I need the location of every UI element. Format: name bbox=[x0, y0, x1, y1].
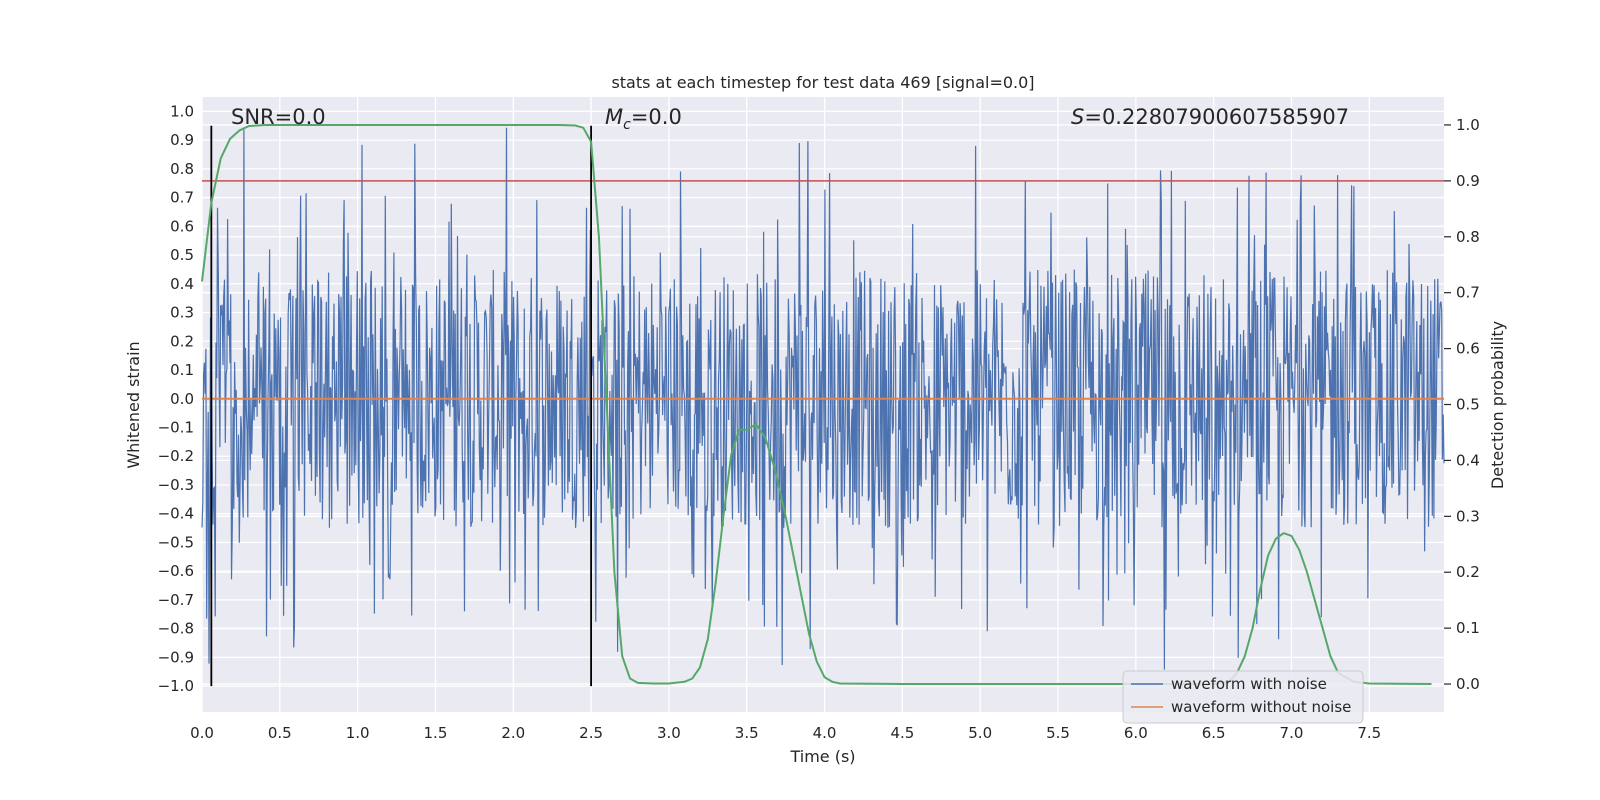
y-tick-label-3: −0.7 bbox=[158, 591, 194, 609]
annotation-mc-symbol: M bbox=[605, 105, 623, 129]
annotation-s: S=0.22807900607585907 bbox=[1071, 105, 1349, 129]
annotation-s-symbol: S bbox=[1071, 105, 1084, 129]
x-tick-label-10: 5.0 bbox=[968, 724, 992, 742]
annotation-snr: SNR=0.0 bbox=[231, 105, 326, 129]
y-tick-label-14: 0.4 bbox=[170, 275, 194, 293]
y-tick-label-4: −0.6 bbox=[158, 562, 194, 580]
annotation-mc-subscript: c bbox=[623, 117, 631, 133]
detection-probability-line bbox=[201, 124, 1432, 685]
y2-tick-label-9: 0.9 bbox=[1456, 172, 1480, 190]
y2-tick-label-8: 0.8 bbox=[1456, 228, 1480, 246]
y-tick-label-17: 0.7 bbox=[170, 189, 194, 207]
x-tick-label-7: 3.5 bbox=[735, 724, 759, 742]
chart-title: stats at each timestep for test data 469… bbox=[611, 73, 1034, 92]
series-waveform-with-noise bbox=[201, 127, 1445, 670]
x-tick-label-15: 7.5 bbox=[1357, 724, 1381, 742]
y-axis-label: Whitened strain bbox=[124, 341, 143, 468]
y-tick-label-10: 0.0 bbox=[170, 390, 194, 408]
x-tick-label-1: 0.5 bbox=[268, 724, 292, 742]
y2-tick-label-7: 0.7 bbox=[1456, 284, 1480, 302]
y-tick-label-11: 0.1 bbox=[170, 361, 194, 379]
x-tick-label-4: 2.0 bbox=[501, 724, 525, 742]
x-tick-label-13: 6.5 bbox=[1202, 724, 1226, 742]
y-tick-label-16: 0.6 bbox=[170, 217, 194, 235]
y-tick-label-12: 0.2 bbox=[170, 332, 194, 350]
legend-label-waveform-with-noise: waveform with noise bbox=[1171, 675, 1327, 693]
x-tick-label-12: 6.0 bbox=[1124, 724, 1148, 742]
legend-box bbox=[1122, 670, 1364, 724]
annotation-mc-value: =0.0 bbox=[631, 105, 682, 129]
x-tick-label-8: 4.0 bbox=[813, 724, 837, 742]
y2-axis-label: Detection probability bbox=[1488, 321, 1507, 489]
y-tick-label-20: 1.0 bbox=[170, 102, 194, 120]
y-tick-label-15: 0.5 bbox=[170, 246, 194, 264]
y-tick-label-2: −0.8 bbox=[158, 620, 194, 638]
annotation-mc: Mc=0.0 bbox=[605, 105, 682, 133]
y2-tick-label-10: 1.0 bbox=[1456, 116, 1480, 134]
y-tick-label-13: 0.3 bbox=[170, 304, 194, 322]
y2-tick-label-3: 0.3 bbox=[1456, 507, 1480, 525]
x-tick-label-2: 1.0 bbox=[346, 724, 370, 742]
y-tick-label-19: 0.9 bbox=[170, 131, 194, 149]
y-tick-label-5: −0.5 bbox=[158, 533, 194, 551]
waveform-with-noise-line bbox=[201, 127, 1445, 670]
y2-tick-label-4: 0.4 bbox=[1456, 451, 1480, 469]
y2-tick-label-6: 0.6 bbox=[1456, 340, 1480, 358]
annotation-snr-value: 0.0 bbox=[292, 105, 325, 129]
x-tick-label-5: 2.5 bbox=[579, 724, 603, 742]
x-tick-label-0: 0.0 bbox=[190, 724, 214, 742]
legend: waveform with noise waveform without noi… bbox=[1122, 670, 1364, 724]
axis-ticks: 0.0 0.5 1.0 1.5 2.0 2.5 3.0 3.5 4.0 4.5 5.0 5.5 6.0 6… bbox=[158, 102, 1480, 742]
x-axis-label: Time (s) bbox=[789, 747, 855, 766]
y2-tick-label-1: 0.1 bbox=[1456, 619, 1480, 637]
overlay-lines bbox=[201, 124, 1444, 687]
y-tick-label-1: −0.9 bbox=[158, 648, 194, 666]
y-tick-label-7: −0.3 bbox=[158, 476, 194, 494]
x-tick-label-9: 4.5 bbox=[890, 724, 914, 742]
y-tick-label-8: −0.2 bbox=[158, 447, 194, 465]
y2-tick-label-0: 0.0 bbox=[1456, 675, 1480, 693]
annotation-s-value: =0.22807900607585907 bbox=[1084, 105, 1349, 129]
x-tick-label-6: 3.0 bbox=[657, 724, 681, 742]
annotation-snr-prefix: SNR= bbox=[231, 105, 292, 129]
y-tick-label-18: 0.8 bbox=[170, 160, 194, 178]
x-tick-label-3: 1.5 bbox=[424, 724, 448, 742]
legend-label-waveform-without-noise: waveform without noise bbox=[1171, 698, 1351, 716]
x-tick-label-11: 5.5 bbox=[1046, 724, 1070, 742]
y2-tick-label-2: 0.2 bbox=[1456, 563, 1480, 581]
x-tick-label-14: 7.0 bbox=[1280, 724, 1304, 742]
y2-tick-label-5: 0.5 bbox=[1456, 396, 1480, 414]
y-tick-label-6: −0.4 bbox=[158, 505, 194, 523]
y-tick-label-0: −1.0 bbox=[158, 677, 194, 695]
y-tick-label-9: −0.1 bbox=[158, 418, 194, 436]
